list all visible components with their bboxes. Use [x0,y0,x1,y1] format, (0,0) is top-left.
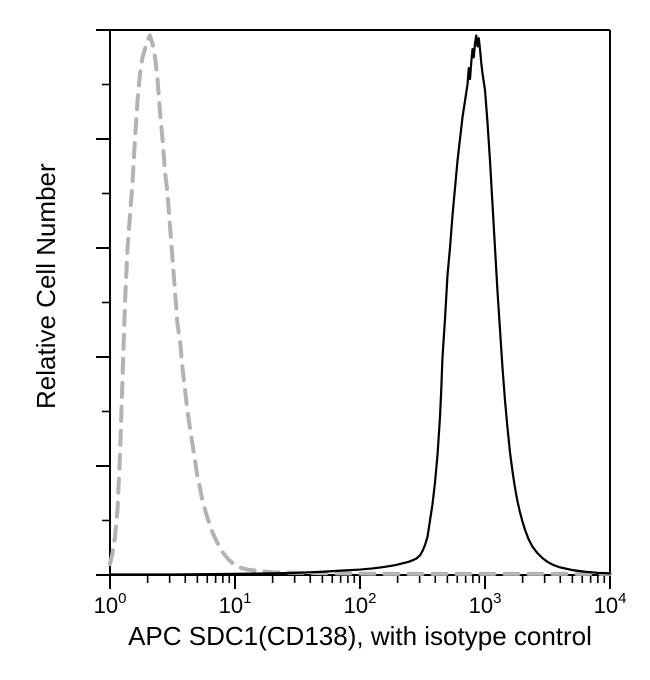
x-tick-label: 103 [469,590,502,618]
chart-svg: 100 101 102 103 104APC SDC1(CD138), with iso… [0,0,650,680]
x-tick-label: 100 [94,590,127,618]
x-tick-label: 102 [344,590,377,618]
y-axis-label: Relative Cell Number [31,163,61,409]
x-axis-label: APC SDC1(CD138), with isotype control [128,621,592,651]
x-tick-label: 101 [219,590,252,618]
x-tick-label: 104 [594,590,627,618]
flow-cytometry-chart: 100 101 102 103 104APC SDC1(CD138), with iso… [0,0,650,680]
series-apc-sdc1 [110,35,610,574]
series-isotype-control [110,35,610,573]
